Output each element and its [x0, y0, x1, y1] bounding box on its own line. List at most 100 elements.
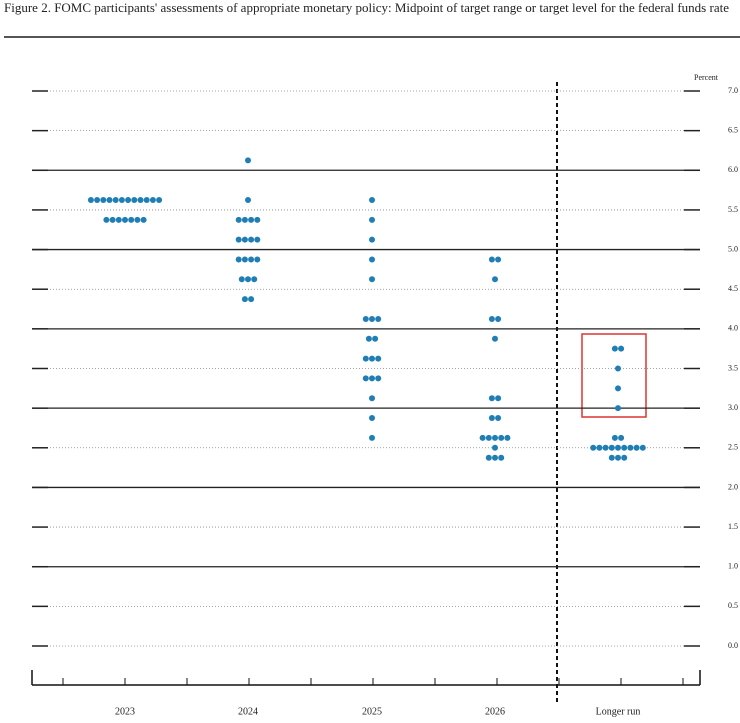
dot [639, 444, 646, 451]
dot [238, 276, 245, 283]
dot [492, 454, 498, 461]
dot [235, 236, 242, 243]
dot [112, 197, 119, 204]
dot [143, 197, 150, 204]
chart-title: Figure 2. FOMC participants' assessments… [4, 0, 729, 15]
x-tick-label: 2023 [115, 706, 135, 717]
dot [365, 335, 372, 342]
dot [362, 355, 369, 362]
dot [362, 375, 369, 382]
dot [615, 454, 621, 461]
dot [87, 197, 94, 204]
dot [245, 157, 251, 164]
dot [369, 216, 375, 223]
dot [369, 236, 375, 243]
dot [492, 444, 498, 451]
dot [140, 216, 147, 223]
dot [254, 256, 261, 263]
y-axis-label: Percent [694, 73, 719, 82]
dot [241, 296, 248, 303]
dot [608, 444, 615, 451]
dot [504, 434, 511, 441]
x-tick-label: 2026 [485, 706, 505, 717]
dot [131, 197, 138, 204]
dot [118, 197, 125, 204]
dot [618, 434, 625, 441]
dot [615, 405, 621, 412]
dot [611, 345, 618, 352]
dot [621, 454, 628, 461]
dot [495, 415, 502, 422]
dot [115, 216, 122, 223]
dot [251, 276, 258, 283]
dot [488, 395, 495, 402]
dot [375, 315, 382, 322]
y-tick-label: 6.0 [728, 165, 738, 174]
x-tick-label: Longer run [596, 706, 641, 717]
dot [485, 434, 492, 441]
dot [369, 256, 375, 263]
dot [369, 434, 375, 441]
dot [492, 335, 498, 342]
dot [498, 454, 505, 461]
dot [495, 395, 502, 402]
dot [369, 197, 375, 204]
dot [602, 444, 609, 451]
dot [94, 197, 101, 204]
dot [488, 256, 495, 263]
dot [488, 415, 495, 422]
dot [149, 197, 156, 204]
dot [245, 276, 251, 283]
dot [633, 444, 640, 451]
dot [495, 315, 502, 322]
y-tick-label: 3.0 [728, 403, 738, 412]
dot [103, 216, 110, 223]
dot [241, 216, 248, 223]
dot [615, 385, 621, 392]
dot [156, 197, 163, 204]
dot [100, 197, 107, 204]
dot [369, 276, 375, 283]
y-tick-label: 6.5 [728, 125, 738, 134]
dot [485, 454, 492, 461]
y-tick-label: 0.5 [728, 601, 738, 610]
dot [235, 256, 242, 263]
dot [488, 315, 495, 322]
dot [627, 444, 634, 451]
x-tick-label: 2025 [362, 706, 382, 717]
dot [498, 434, 505, 441]
dot [375, 375, 382, 382]
y-tick-label: 0.0 [728, 641, 738, 650]
dot [492, 434, 498, 441]
dot [369, 375, 375, 382]
dot [137, 197, 144, 204]
dot [615, 365, 621, 372]
dot [479, 434, 486, 441]
y-tick-label: 1.5 [728, 522, 738, 531]
dot [369, 315, 375, 322]
dot [495, 256, 502, 263]
y-tick-label: 2.0 [728, 482, 738, 491]
highlight-box [581, 333, 647, 418]
dot [621, 444, 628, 451]
dot [106, 197, 113, 204]
dot [608, 454, 615, 461]
title-box: Figure 2. FOMC participants' assessments… [4, 0, 729, 15]
dot [369, 415, 375, 422]
y-tick-label: 3.5 [728, 363, 738, 372]
dot [372, 335, 379, 342]
dot [618, 345, 625, 352]
dot [122, 216, 128, 223]
x-tick-label: 2024 [238, 706, 258, 717]
y-tick-label: 4.5 [728, 284, 738, 293]
y-tick-label: 1.0 [728, 562, 738, 571]
y-tick-label: 4.0 [728, 324, 738, 333]
y-tick-label: 5.5 [728, 205, 738, 214]
y-tick-label: 7.0 [728, 86, 738, 95]
y-tick-label: 2.5 [728, 443, 738, 452]
dot [492, 276, 498, 283]
dot [590, 444, 597, 451]
dot [369, 355, 375, 362]
